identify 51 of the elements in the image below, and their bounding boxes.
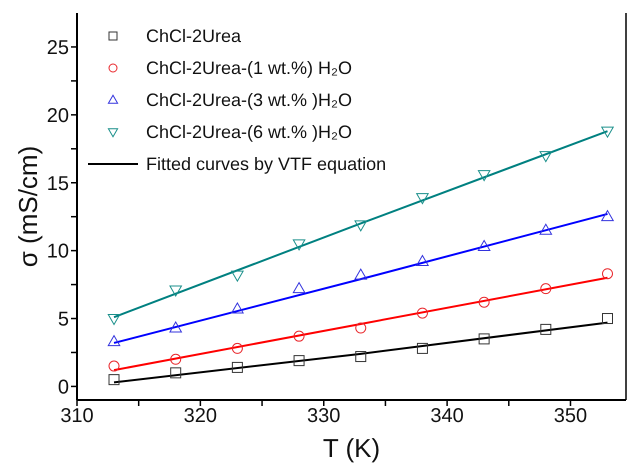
x-tick-label: 340 [430, 405, 464, 428]
point [601, 126, 614, 138]
y-tick-label: 15 [46, 172, 69, 195]
point [292, 239, 306, 250]
legend-label: Fitted curves by VTF equation [146, 154, 386, 174]
point [540, 151, 552, 162]
point [478, 170, 490, 182]
point [355, 351, 366, 362]
point [108, 314, 120, 326]
legend-label: ChCl-2Urea-(6 wt.% )H₂O [146, 122, 352, 142]
point [108, 374, 120, 386]
x-tick-label: 350 [554, 405, 588, 428]
point [478, 240, 490, 252]
x-axis-title: T (K) [322, 433, 380, 463]
point [416, 193, 429, 204]
y-axis-title: σ (mS/cm) [13, 146, 43, 268]
y-tick-label: 10 [46, 240, 69, 263]
point [108, 335, 120, 346]
point [355, 322, 366, 334]
y-tick-label: 25 [46, 37, 69, 60]
point [602, 268, 613, 280]
point [540, 283, 552, 294]
point [292, 282, 306, 294]
point [231, 270, 244, 282]
point [294, 355, 305, 366]
point [232, 362, 243, 373]
point [232, 342, 243, 354]
point [169, 322, 182, 333]
y-tick-label: 20 [46, 104, 69, 127]
point [478, 296, 490, 308]
point [108, 360, 120, 372]
legend-label: ChCl-2Urea-(3 wt.% )H₂O [146, 90, 352, 110]
point [416, 308, 428, 319]
point [170, 354, 182, 365]
x-tick-label: 330 [307, 405, 340, 428]
point [478, 333, 490, 344]
point [354, 268, 368, 280]
point [294, 330, 305, 342]
point [170, 367, 182, 378]
point [602, 313, 613, 324]
point [416, 342, 428, 354]
x-tick-label: 320 [184, 405, 218, 428]
y-tick-label: 0 [58, 376, 69, 399]
legend-label: ChCl-2Urea [146, 26, 242, 46]
legend-label: ChCl-2Urea-(1 wt.%) H₂O [146, 58, 352, 78]
x-tick-label: 310 [60, 405, 94, 428]
y-tick-label: 5 [58, 308, 69, 331]
point [169, 286, 182, 297]
point [231, 302, 244, 314]
point [354, 220, 368, 232]
point [540, 324, 552, 335]
